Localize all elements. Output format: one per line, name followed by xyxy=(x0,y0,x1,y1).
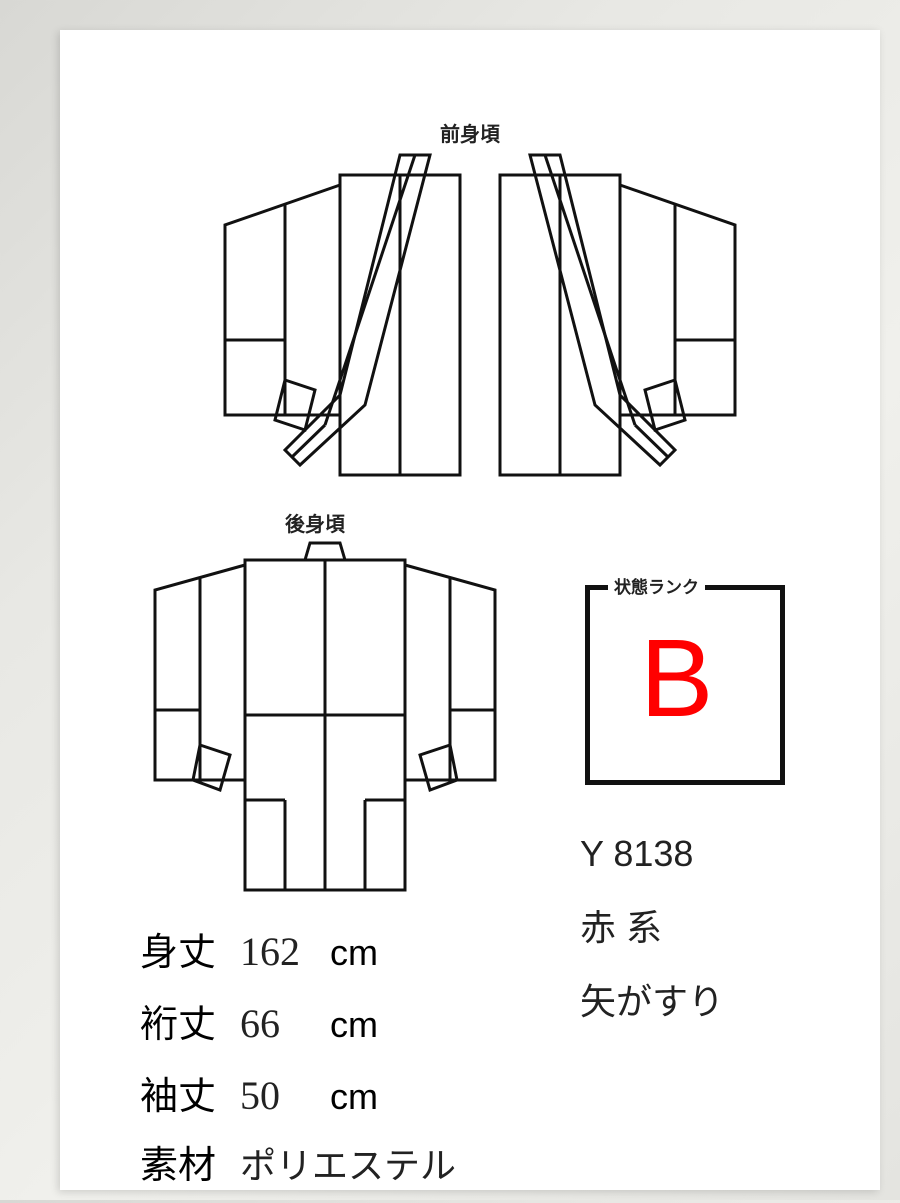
measurements-block: 身丈 162 cm 裄丈 66 cm 袖丈 50 cm 素材 ポリエステル xyxy=(140,918,456,1203)
measurement-row: 身丈 162 cm xyxy=(140,918,456,986)
measurement-row: 素材 ポリエステル xyxy=(140,1134,456,1199)
condition-rank-value: B xyxy=(640,615,713,742)
measurement-label: 裄丈 xyxy=(140,993,240,1058)
front-kimono-diagram xyxy=(170,145,790,505)
measurement-label: 袖丈 xyxy=(140,1065,240,1130)
back-body-title: 後身頃 xyxy=(285,508,345,537)
measurement-value: 66 xyxy=(240,990,330,1058)
document-paper: 前身頃 xyxy=(60,30,880,1190)
item-code: Y 8138 xyxy=(580,818,724,890)
measurement-label: 素材 xyxy=(140,1134,240,1199)
measurement-value: ポリエステル xyxy=(240,1135,456,1196)
color-description: 赤 系 xyxy=(580,892,724,964)
front-body-title: 前身頃 xyxy=(440,118,500,147)
measurement-row: 裄丈 66 cm xyxy=(140,990,456,1058)
condition-rank-label: 状態ランク xyxy=(614,578,699,597)
measurement-unit: cm xyxy=(330,1066,378,1127)
measurement-label: 身丈 xyxy=(140,921,240,986)
measurement-unit: cm xyxy=(330,922,378,983)
measurement-unit: cm xyxy=(330,994,378,1055)
measurement-value: 162 xyxy=(240,918,330,986)
notes-block: Y 8138 赤 系 矢がすり xyxy=(580,818,724,1040)
measurement-value: 50 xyxy=(240,1062,330,1130)
condition-rank-label-wrapper: 状態ランク xyxy=(608,573,705,598)
back-kimono-diagram xyxy=(135,535,515,905)
pattern-description: 矢がすり xyxy=(580,966,724,1038)
measurement-row: 袖丈 50 cm xyxy=(140,1062,456,1130)
